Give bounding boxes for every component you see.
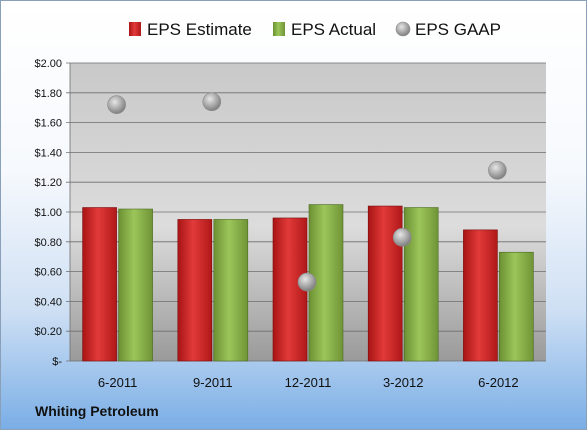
y-tick-label: $2.00 [34, 58, 62, 70]
bar-eps-estimate [463, 229, 498, 362]
x-tick-label: 6-2011 [98, 375, 138, 390]
y-tick-label: $0.20 [34, 326, 62, 338]
y-tick-label: $0.40 [34, 296, 62, 308]
bar-eps-actual [403, 207, 439, 362]
y-tick-label: $0.60 [34, 267, 62, 279]
point-eps-gaap [107, 95, 126, 115]
bar-eps-actual [499, 251, 534, 362]
bar-eps-estimate [272, 217, 308, 362]
bar-eps-estimate [82, 207, 117, 362]
point-eps-gaap [392, 228, 412, 247]
point-eps-gaap [202, 92, 222, 112]
legend-label: EPS Actual [291, 20, 376, 39]
y-tick-label: $0.80 [34, 237, 62, 249]
bar-eps-estimate [367, 205, 403, 362]
y-tick-label: $1.80 [34, 88, 62, 100]
company-name: Whiting Petroleum [35, 403, 159, 419]
x-tick-label: 9-2011 [193, 375, 233, 390]
y-tick-label: $1.20 [34, 177, 62, 189]
legend-label: EPS Estimate [147, 20, 252, 39]
legend-marker-eps-gaap [395, 21, 411, 37]
legend-marker-eps-actual [273, 22, 285, 36]
legend-label: EPS GAAP [415, 20, 501, 39]
x-tick-label: 3-2012 [383, 375, 423, 390]
x-tick-label: 6-2012 [478, 375, 518, 390]
y-tick-label: $1.40 [34, 147, 62, 159]
legend-marker-eps-estimate [129, 22, 141, 36]
bar-eps-actual [213, 219, 249, 362]
y-tick-label: $1.00 [34, 207, 62, 219]
y-tick-label: $- [52, 356, 62, 368]
point-eps-gaap [488, 160, 507, 180]
bar-eps-actual [118, 208, 153, 362]
point-eps-gaap [297, 272, 317, 292]
bar-eps-estimate [177, 219, 213, 362]
x-tick-label: 12-2011 [285, 375, 332, 390]
y-tick-label: $1.60 [34, 118, 62, 130]
